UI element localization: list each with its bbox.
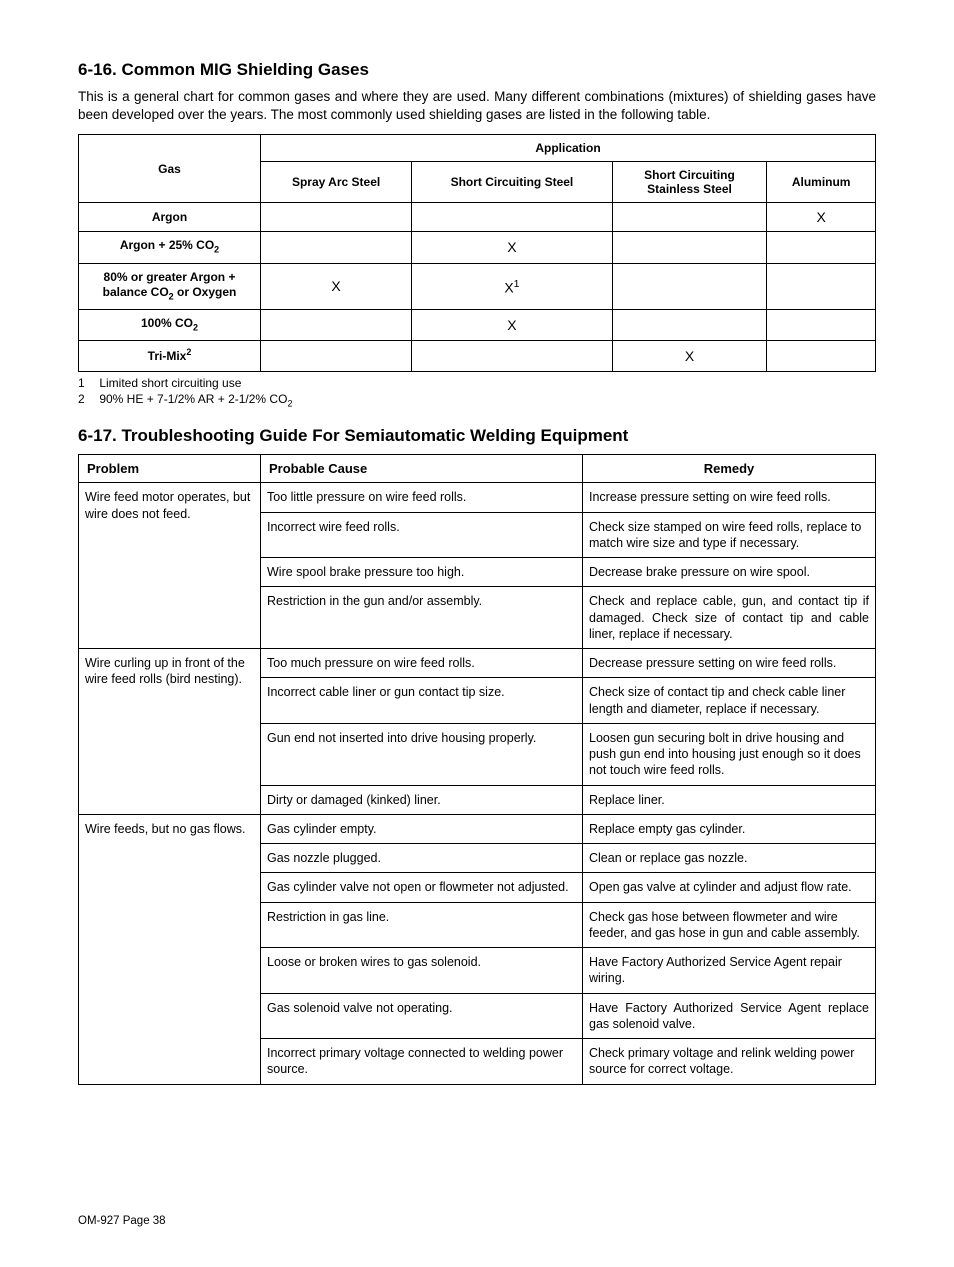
ts-cause: Gas solenoid valve not operating. xyxy=(261,993,583,1039)
gas-cell xyxy=(612,232,767,263)
ts-cause: Too little pressure on wire feed rolls. xyxy=(261,483,583,512)
ts-cause: Dirty or damaged (kinked) liner. xyxy=(261,785,583,814)
gas-cell xyxy=(612,203,767,232)
gas-col-header: Short CircuitingStainless Steel xyxy=(612,162,767,203)
ts-cause: Wire spool brake pressure too high. xyxy=(261,558,583,587)
troubleshooting-table: Problem Probable Cause Remedy Wire feed … xyxy=(78,454,876,1084)
ts-remedy: Replace liner. xyxy=(583,785,876,814)
gas-cell xyxy=(612,263,767,310)
footnote: 1 Limited short circuiting use xyxy=(78,376,876,390)
ts-header-cause: Probable Cause xyxy=(261,455,583,483)
ts-remedy: Have Factory Authorized Service Agent re… xyxy=(583,993,876,1039)
gas-cell xyxy=(261,341,412,372)
ts-cause: Too much pressure on wire feed rolls. xyxy=(261,649,583,678)
gas-cell: X xyxy=(261,263,412,310)
gas-cell xyxy=(767,310,876,341)
ts-remedy: Open gas valve at cylinder and adjust fl… xyxy=(583,873,876,902)
ts-remedy: Have Factory Authorized Service Agent re… xyxy=(583,948,876,994)
gas-row-label: Argon xyxy=(79,203,261,232)
ts-remedy: Replace empty gas cylinder. xyxy=(583,814,876,843)
ts-remedy: Check gas hose between flowmeter and wir… xyxy=(583,902,876,948)
ts-cause: Incorrect primary voltage connected to w… xyxy=(261,1039,583,1085)
application-header: Application xyxy=(261,135,876,162)
ts-cause: Gas cylinder valve not open or flowmeter… xyxy=(261,873,583,902)
ts-remedy: Check size stamped on wire feed rolls, r… xyxy=(583,512,876,558)
gas-header: Gas xyxy=(79,135,261,203)
ts-remedy: Check primary voltage and relink welding… xyxy=(583,1039,876,1085)
gas-col-header: Aluminum xyxy=(767,162,876,203)
ts-remedy: Increase pressure setting on wire feed r… xyxy=(583,483,876,512)
gas-table-head: GasApplicationSpray Arc SteelShort Circu… xyxy=(79,135,876,203)
section-6-17-heading: 6-17. Troubleshooting Guide For Semiauto… xyxy=(78,426,876,446)
gas-row-label: 80% or greater Argon + balance CO2 or Ox… xyxy=(79,263,261,310)
gas-cell xyxy=(412,203,613,232)
gas-cell: X xyxy=(612,341,767,372)
ts-remedy: Loosen gun securing bolt in drive housin… xyxy=(583,723,876,785)
gas-table-body: ArgonXArgon + 25% CO2X80% or greater Arg… xyxy=(79,203,876,371)
gas-cell xyxy=(261,310,412,341)
gas-col-header: Short Circuiting Steel xyxy=(412,162,613,203)
gas-cell: X xyxy=(767,203,876,232)
ts-cause: Restriction in the gun and/or assembly. xyxy=(261,587,583,649)
section-6-16-intro: This is a general chart for common gases… xyxy=(78,88,876,124)
gas-cell: X1 xyxy=(412,263,613,310)
gas-cell xyxy=(767,232,876,263)
ts-remedy: Clean or replace gas nozzle. xyxy=(583,844,876,873)
ts-cause: Restriction in gas line. xyxy=(261,902,583,948)
gas-row-label: Tri-Mix2 xyxy=(79,341,261,372)
ts-remedy: Check size of contact tip and check cabl… xyxy=(583,678,876,724)
gas-footnotes: 1 Limited short circuiting use 2 90% HE +… xyxy=(78,376,876,408)
ts-problem: Wire curling up in front of the wire fee… xyxy=(79,649,261,815)
ts-problem: Wire feeds, but no gas flows. xyxy=(79,814,261,1084)
troubleshooting-table-body: Wire feed motor operates, but wire does … xyxy=(79,483,876,1084)
gas-cell xyxy=(261,232,412,263)
footnote: 2 90% HE + 7-1/2% AR + 2-1/2% CO2 xyxy=(78,392,876,408)
gas-cell xyxy=(412,341,613,372)
gas-cell: X xyxy=(412,232,613,263)
ts-cause: Gas cylinder empty. xyxy=(261,814,583,843)
gas-row-label: 100% CO2 xyxy=(79,310,261,341)
ts-problem: Wire feed motor operates, but wire does … xyxy=(79,483,261,649)
ts-cause: Gas nozzle plugged. xyxy=(261,844,583,873)
ts-cause: Incorrect cable liner or gun contact tip… xyxy=(261,678,583,724)
ts-remedy: Check and replace cable, gun, and contac… xyxy=(583,587,876,649)
gas-cell xyxy=(612,310,767,341)
page-footer: OM-927 Page 38 xyxy=(78,1215,876,1227)
gas-table: GasApplicationSpray Arc SteelShort Circu… xyxy=(78,134,876,371)
gas-row-label: Argon + 25% CO2 xyxy=(79,232,261,263)
section-6-16-heading: 6-16. Common MIG Shielding Gases xyxy=(78,60,876,80)
ts-header-remedy: Remedy xyxy=(583,455,876,483)
ts-cause: Loose or broken wires to gas solenoid. xyxy=(261,948,583,994)
ts-cause: Incorrect wire feed rolls. xyxy=(261,512,583,558)
ts-remedy: Decrease brake pressure on wire spool. xyxy=(583,558,876,587)
gas-cell: X xyxy=(412,310,613,341)
gas-col-header: Spray Arc Steel xyxy=(261,162,412,203)
gas-cell xyxy=(767,263,876,310)
gas-cell xyxy=(767,341,876,372)
ts-remedy: Decrease pressure setting on wire feed r… xyxy=(583,649,876,678)
ts-cause: Gun end not inserted into drive housing … xyxy=(261,723,583,785)
ts-header-problem: Problem xyxy=(79,455,261,483)
gas-cell xyxy=(261,203,412,232)
